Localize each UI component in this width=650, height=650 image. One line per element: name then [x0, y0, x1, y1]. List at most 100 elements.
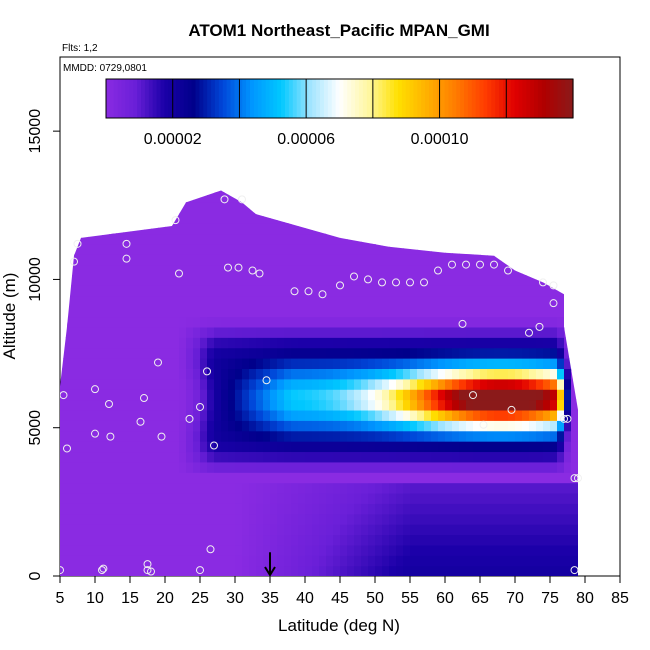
heatmap-cell [445, 306, 453, 318]
heatmap-cell [515, 326, 523, 338]
heatmap-cell [172, 472, 180, 484]
heatmap-cell [480, 451, 488, 463]
heatmap-cell [452, 503, 460, 515]
heatmap-cell [172, 274, 180, 286]
heatmap-cell [186, 212, 194, 224]
heatmap-cell [382, 212, 390, 224]
heatmap-cell [95, 503, 103, 515]
heatmap-cell [347, 565, 355, 576]
heatmap-cell [501, 472, 509, 484]
heatmap-cell [270, 420, 278, 432]
heatmap-cell [74, 441, 82, 453]
heatmap-cell [347, 544, 355, 556]
heatmap-cell [81, 368, 89, 380]
colorbar [105, 78, 574, 119]
heatmap-cell [466, 513, 474, 525]
heatmap-cell [494, 368, 502, 380]
heatmap-cell [207, 264, 215, 276]
heatmap-cell [158, 482, 166, 494]
heatmap-cell [473, 233, 481, 245]
heatmap-cell [235, 565, 243, 576]
heatmap-cell [270, 274, 278, 286]
heatmap-cell [151, 243, 159, 255]
heatmap-cell [193, 482, 201, 494]
heatmap-cell [459, 378, 467, 390]
heatmap-cell [403, 482, 411, 494]
heatmap-cell [347, 461, 355, 473]
colorbar-swatch [176, 79, 181, 118]
heatmap-cell [263, 358, 271, 369]
heatmap-cell [291, 534, 299, 546]
heatmap-cell [494, 524, 502, 536]
heatmap-cell [410, 555, 418, 567]
heatmap-cell [543, 441, 551, 453]
heatmap-cell [340, 212, 348, 224]
heatmap-cell [81, 430, 89, 442]
track-point [203, 367, 211, 376]
heatmap-cell [123, 191, 131, 203]
heatmap-cell [340, 524, 348, 536]
heatmap-cell [305, 420, 313, 432]
heatmap-cell [284, 534, 292, 546]
heatmap-cell [438, 534, 446, 546]
colorbar-swatch [343, 79, 348, 118]
heatmap-cell [557, 191, 565, 203]
heatmap-cell [410, 409, 418, 421]
heatmap-cell [109, 306, 117, 318]
heatmap-cell [403, 285, 411, 297]
heatmap-cell [74, 212, 82, 224]
heatmap-cell [368, 461, 376, 473]
heatmap-cell [340, 472, 348, 484]
heatmap-cell [67, 264, 75, 276]
heatmap-cell [529, 295, 537, 307]
heatmap-cell [214, 326, 222, 338]
heatmap-cell [207, 190, 215, 193]
heatmap-cell [515, 492, 523, 504]
heatmap-cell [165, 534, 173, 546]
heatmap-cell [403, 513, 411, 525]
heatmap-cell [305, 223, 313, 235]
heatmap-cell [221, 513, 229, 525]
heatmap-cell [298, 233, 306, 245]
heatmap-cell [417, 420, 425, 432]
heatmap-cell [438, 274, 446, 286]
track-point [507, 405, 516, 414]
heatmap-cell [144, 306, 152, 318]
heatmap-cell [144, 347, 152, 359]
heatmap-cell [60, 524, 68, 536]
heatmap-cell [165, 461, 173, 473]
heatmap-cell [410, 254, 418, 266]
heatmap-cell [67, 451, 75, 463]
y-tick-label: 10000 [27, 257, 44, 302]
heatmap-cell [298, 202, 306, 214]
heatmap-cell [193, 212, 201, 224]
heatmap-cell [424, 347, 432, 359]
heatmap-cell [494, 243, 502, 255]
heatmap-cell [487, 441, 495, 453]
heatmap-cell [487, 368, 495, 380]
heatmap-cell [473, 482, 481, 494]
heatmap-cell [102, 264, 110, 276]
heatmap-cell [515, 409, 523, 421]
heatmap-cell [144, 285, 152, 297]
heatmap-cell [347, 534, 355, 546]
heatmap-cell [396, 503, 404, 515]
heatmap-cell [116, 223, 124, 235]
heatmap-cell [277, 254, 285, 266]
heatmap-cell [151, 190, 159, 193]
heatmap-cell [151, 295, 159, 307]
heatmap-cell [179, 399, 187, 411]
track-point [262, 376, 271, 385]
heatmap-cell [74, 399, 82, 411]
heatmap-cell [389, 191, 397, 203]
heatmap-cell [501, 409, 509, 421]
heatmap-cell [200, 347, 208, 359]
heatmap-cell [347, 399, 355, 411]
heatmap-cell [501, 337, 509, 349]
heatmap-cell [137, 347, 145, 359]
heatmap-cell [515, 243, 523, 255]
heatmap-cell [438, 565, 446, 576]
heatmap-cell [88, 316, 96, 328]
heatmap-cell [319, 274, 327, 286]
heatmap-cell [319, 544, 327, 556]
